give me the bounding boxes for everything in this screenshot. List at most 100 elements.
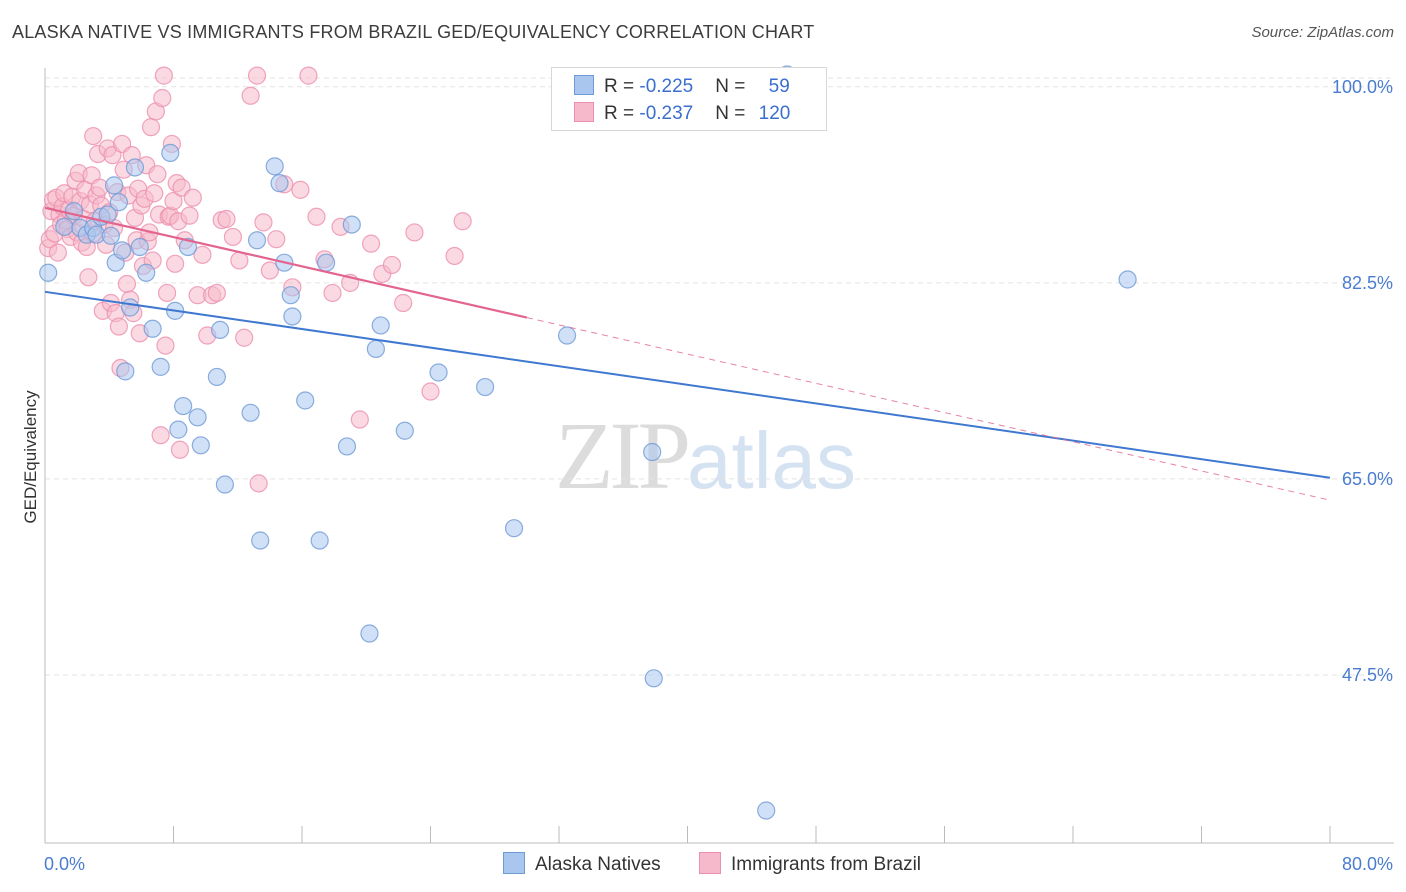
brazil-immigrant-point <box>157 283 177 303</box>
alaska-native-point <box>429 363 448 382</box>
brazil-immigrant-point <box>207 283 226 303</box>
x-tick-label-start: 0.0% <box>44 854 85 874</box>
brazil-immigrant-point <box>117 274 137 294</box>
alaska-native-point <box>241 403 260 422</box>
bottom-legend-swatch-brazil <box>699 852 721 874</box>
brazil-immigrant-point <box>394 293 413 313</box>
alaska-native-point <box>270 174 289 193</box>
brazil-immigrant-point <box>254 213 273 232</box>
chart-title: ALASKA NATIVE VS IMMIGRANTS FROM BRAZIL … <box>12 22 815 42</box>
legend-r-label: R = <box>604 103 640 124</box>
legend-n-value: 120 <box>758 103 791 124</box>
legend-n-value: 59 <box>768 76 790 97</box>
brazil-immigrant-point <box>241 86 260 105</box>
brazil-immigrant-point <box>154 66 173 85</box>
brazil-immigrant-point <box>291 180 310 199</box>
brazil-immigrant-point <box>445 246 464 266</box>
alaska-native-point <box>360 624 379 643</box>
brazil-immigrant-point <box>183 188 202 207</box>
brazil-immigrant-point <box>323 283 342 303</box>
brazil-immigrant-point <box>193 245 212 264</box>
legend-row-brazil[interactable]: R = -0.237 N = 120 <box>574 102 790 126</box>
bottom-legend-swatch-alaska <box>503 852 525 874</box>
points-layer <box>39 65 1137 820</box>
brazil-immigrant-point <box>156 336 175 355</box>
brazil-immigrant-point <box>223 227 243 247</box>
alaska-native-point <box>55 217 74 236</box>
brazil-immigrant-point <box>148 165 167 184</box>
brazil-immigrant-point <box>170 440 190 459</box>
brazil-immigrant-point <box>421 382 440 401</box>
brazil-immigrant-point <box>453 212 472 231</box>
trend-layer <box>44 206 1331 501</box>
alaska-native-point <box>210 320 230 340</box>
brazil-immigrant-point <box>180 206 199 225</box>
brazil-immigrant-point <box>235 328 254 347</box>
bottom-legend-alaska[interactable]: Alaska Natives <box>503 852 661 876</box>
brazil-immigrant-point <box>217 209 236 229</box>
y-tick-label: 100.0% <box>1332 77 1393 97</box>
alaska-native-point <box>188 408 207 427</box>
legend-n-label: N = <box>715 103 751 124</box>
brazil-immigrant-point <box>141 118 161 137</box>
alaska-native-point <box>104 176 124 195</box>
alaska-native-point <box>207 367 226 387</box>
alaska-trend-line <box>44 290 1331 479</box>
alaska-native-point <box>251 531 270 550</box>
brazil-immigrant-point <box>247 66 267 85</box>
legend-r-value: -0.225 <box>639 76 694 97</box>
alaska-native-point <box>366 339 385 359</box>
brazil-immigrant-point <box>109 317 128 336</box>
alaska-native-point <box>644 669 663 688</box>
alaska-native-point <box>191 436 210 455</box>
legend-row-alaska[interactable]: R = -0.225 N = 59 <box>574 75 790 99</box>
brazil-immigrant-point <box>145 184 164 203</box>
alaska-native-point <box>1118 270 1137 289</box>
bottom-legend-brazil[interactable]: Immigrants from Brazil <box>699 852 921 876</box>
y-tick-label: 82.5% <box>1342 273 1393 293</box>
alaska-native-point <box>337 437 357 456</box>
alaska-native-point <box>161 143 180 163</box>
brazil-immigrant-point <box>405 223 424 242</box>
alaska-native-point <box>143 319 162 338</box>
brazil-immigrant-point <box>361 234 381 253</box>
brazil-immigrant-point <box>249 474 268 493</box>
brazil-immigrant-point <box>260 261 279 280</box>
legend-n-label: N = <box>715 76 751 97</box>
alaska-native-point <box>101 226 120 245</box>
alaska-native-point <box>247 231 267 250</box>
alaska-native-point <box>64 202 84 221</box>
alaska-native-point <box>169 420 188 439</box>
legend-r-label: R = <box>604 76 640 97</box>
grid-layer <box>45 77 1394 676</box>
alaska-native-point <box>296 391 315 410</box>
alaska-native-point <box>310 531 329 550</box>
brazil-immigrant-point <box>307 207 326 226</box>
brazil-immigrant-point <box>267 230 286 249</box>
brazil-immigrant-point <box>172 178 191 197</box>
brazil-immigrant-point <box>84 126 103 146</box>
alaska-native-point <box>215 475 234 494</box>
alaska-native-point <box>137 263 156 282</box>
alaska-native-point <box>757 801 776 820</box>
brazil-immigrant-point <box>299 66 318 85</box>
brazil-immigrant-point <box>48 243 67 262</box>
brazil-immigrant-point <box>164 191 183 211</box>
alaska-native-point <box>116 362 135 381</box>
alaska-native-point <box>557 326 577 345</box>
alaska-native-point <box>342 215 361 234</box>
alaska-native-point <box>130 237 149 257</box>
alaska-native-point <box>125 158 145 177</box>
alaska-native-point <box>283 307 302 326</box>
x-tick-label-end: 80.0% <box>1342 854 1393 874</box>
alaska-native-point <box>316 253 336 272</box>
alaska-native-point <box>281 286 300 305</box>
brazil-immigrant-point <box>382 255 402 275</box>
brazil-immigrant-point <box>153 88 172 108</box>
brazil-immigrant-point <box>166 254 185 273</box>
alaska-native-point <box>504 519 524 538</box>
bottom-legend-label-alaska: Alaska Natives <box>535 854 661 875</box>
y-tick-label: 65.0% <box>1342 469 1393 489</box>
label-layer: 47.5% 65.0% 82.5% 100.0% 0.0% 80.0% GED/Equiva… <box>21 77 1393 874</box>
